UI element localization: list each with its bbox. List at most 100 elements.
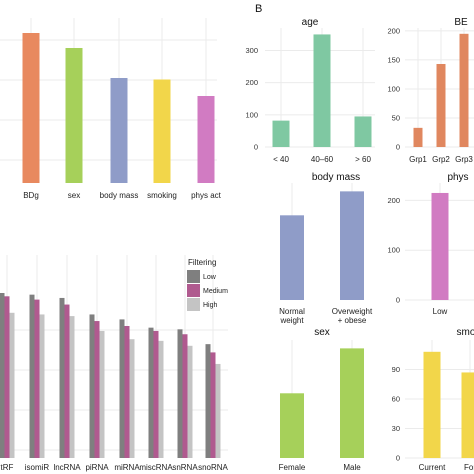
y-tick-label: 100 — [245, 110, 258, 119]
x-tick-label: miscRNA — [139, 463, 173, 472]
y-tick-label: 100 — [387, 246, 400, 255]
bar-snorna-medium — [210, 352, 216, 458]
x-tick-label: Grp3 — [455, 155, 473, 164]
chart-a-top: BDg sex body mass smoking phys act — [0, 18, 222, 200]
x-tick-label: snRNA — [172, 463, 198, 472]
bar-overweight-obese — [340, 191, 364, 300]
y-tick-label: 50 — [392, 113, 400, 122]
legend-swatch — [187, 270, 200, 283]
legend: Filtering Low Medium High — [187, 258, 228, 311]
bar--40 — [272, 120, 290, 147]
y-tick-label: 200 — [387, 196, 400, 205]
bar-miscrna-high — [158, 340, 164, 458]
legend-swatch — [187, 284, 200, 297]
bar-snrna-low — [177, 329, 183, 458]
y-tick-label: 30 — [392, 424, 400, 433]
x-tick-label: Grp2 — [432, 155, 450, 164]
bar-lncrna-low — [59, 297, 65, 458]
legend-label: Low — [203, 274, 217, 281]
x-tick-label: Female — [279, 463, 306, 472]
bar-mirna-medium — [124, 326, 130, 458]
x-tick-label: smoking — [147, 191, 177, 200]
x-tick-label: For — [464, 463, 474, 472]
y-tick-label: 90 — [392, 365, 400, 374]
bar-pirna-low — [89, 314, 95, 458]
bar-isomir-high — [39, 314, 45, 458]
panel-title: sex — [314, 327, 330, 338]
bar-body-mass — [110, 78, 128, 183]
x-tick-label: piRNA — [85, 463, 109, 472]
bar-lncrna-high — [69, 316, 75, 458]
y-tick-label: 200 — [387, 26, 400, 35]
bar-miscrna-medium — [153, 330, 159, 458]
y-tick-label: 300 — [245, 46, 258, 55]
bar-grp3 — [459, 33, 469, 147]
bar-pirna-high — [99, 330, 105, 458]
bar-snorna-high — [215, 363, 221, 458]
bar-mirna-high — [129, 339, 135, 458]
legend-swatch — [187, 298, 200, 311]
bar-current — [423, 351, 441, 458]
y-tick-label: 60 — [392, 395, 400, 404]
chart-smoking: 0 30 60 90 Current For smo — [392, 327, 474, 472]
bar-normal-weight — [280, 215, 304, 300]
bar-40-60 — [313, 34, 331, 147]
bar-grp2 — [436, 63, 446, 147]
x-tick-label: Grp1 — [409, 155, 427, 164]
x-tick-label: > 60 — [355, 155, 371, 164]
x-tick-label: Low — [433, 307, 448, 316]
bar-trf-low — [0, 293, 5, 458]
x-tick-label: body mass — [100, 191, 139, 200]
x-tick-label: < 40 — [273, 155, 289, 164]
chart-bmi: 0 50 100 150 200 Grp1 Grp2 Grp3 BE — [387, 17, 474, 164]
y-tick-label: 0 — [396, 454, 400, 463]
x-tick-label: tRF — [1, 463, 14, 472]
y-tick-label: 0 — [254, 143, 258, 152]
bar-grp1 — [413, 127, 423, 147]
bar-snrna-medium — [182, 334, 188, 458]
bar-pirna-medium — [94, 321, 100, 458]
bar-bdg — [22, 33, 40, 183]
bar-snorna-low — [205, 344, 211, 458]
x-tick-label: isomiR — [25, 463, 50, 472]
bar-smoking — [153, 79, 171, 183]
legend-label: Medium — [203, 288, 228, 295]
chart-a-bottom: tRF isomiR lncRNA piRNA miRNA miscRNA snRNA sno… — [0, 255, 229, 472]
x-tick-label: sex — [68, 191, 80, 200]
chart-bodymass: Normal weight Overweight + obese body mass — [265, 172, 375, 325]
chart-phys: 0 100 200 Low phys — [387, 172, 474, 316]
x-tick-label: miRNA — [114, 463, 140, 472]
panel-title: body mass — [312, 172, 360, 183]
panel-title: age — [302, 17, 319, 28]
x-tick-label: 40–60 — [311, 155, 334, 164]
panel-title: phys — [447, 172, 468, 183]
y-tick-label: 150 — [387, 55, 400, 64]
bar-sex — [65, 48, 83, 183]
y-tick-label: 100 — [387, 84, 400, 93]
chart-age: 0 100 200 300 < 40 40–60 > 60 age — [245, 17, 375, 164]
x-tick-label: Current — [419, 463, 446, 472]
bar-miscrna-low — [148, 327, 154, 458]
x-tick-label: phys act — [191, 191, 222, 200]
y-tick-label: 0 — [396, 296, 400, 305]
bar-trf-medium — [4, 296, 10, 458]
bar-male — [340, 348, 364, 458]
x-tick-label: Normal weight — [279, 307, 305, 325]
y-tick-label: 200 — [245, 78, 258, 87]
x-tick-label: Male — [343, 463, 361, 472]
bar-lncrna-medium — [64, 304, 70, 458]
panel-title: BE — [454, 17, 468, 28]
bar-female — [280, 393, 304, 458]
chart-sex: Female Male sex — [265, 327, 375, 472]
x-tick-label: snoRNA — [198, 463, 228, 472]
bar-isomir-medium — [34, 299, 40, 458]
bar-low — [431, 192, 449, 300]
bar-mirna-low — [119, 319, 125, 458]
bar--60 — [354, 116, 372, 147]
bar-snrna-high — [187, 345, 193, 458]
x-tick-label: lncRNA — [53, 463, 81, 472]
panel-title: smo — [457, 327, 474, 338]
y-tick-label: 0 — [396, 143, 400, 152]
legend-label: High — [203, 302, 218, 309]
